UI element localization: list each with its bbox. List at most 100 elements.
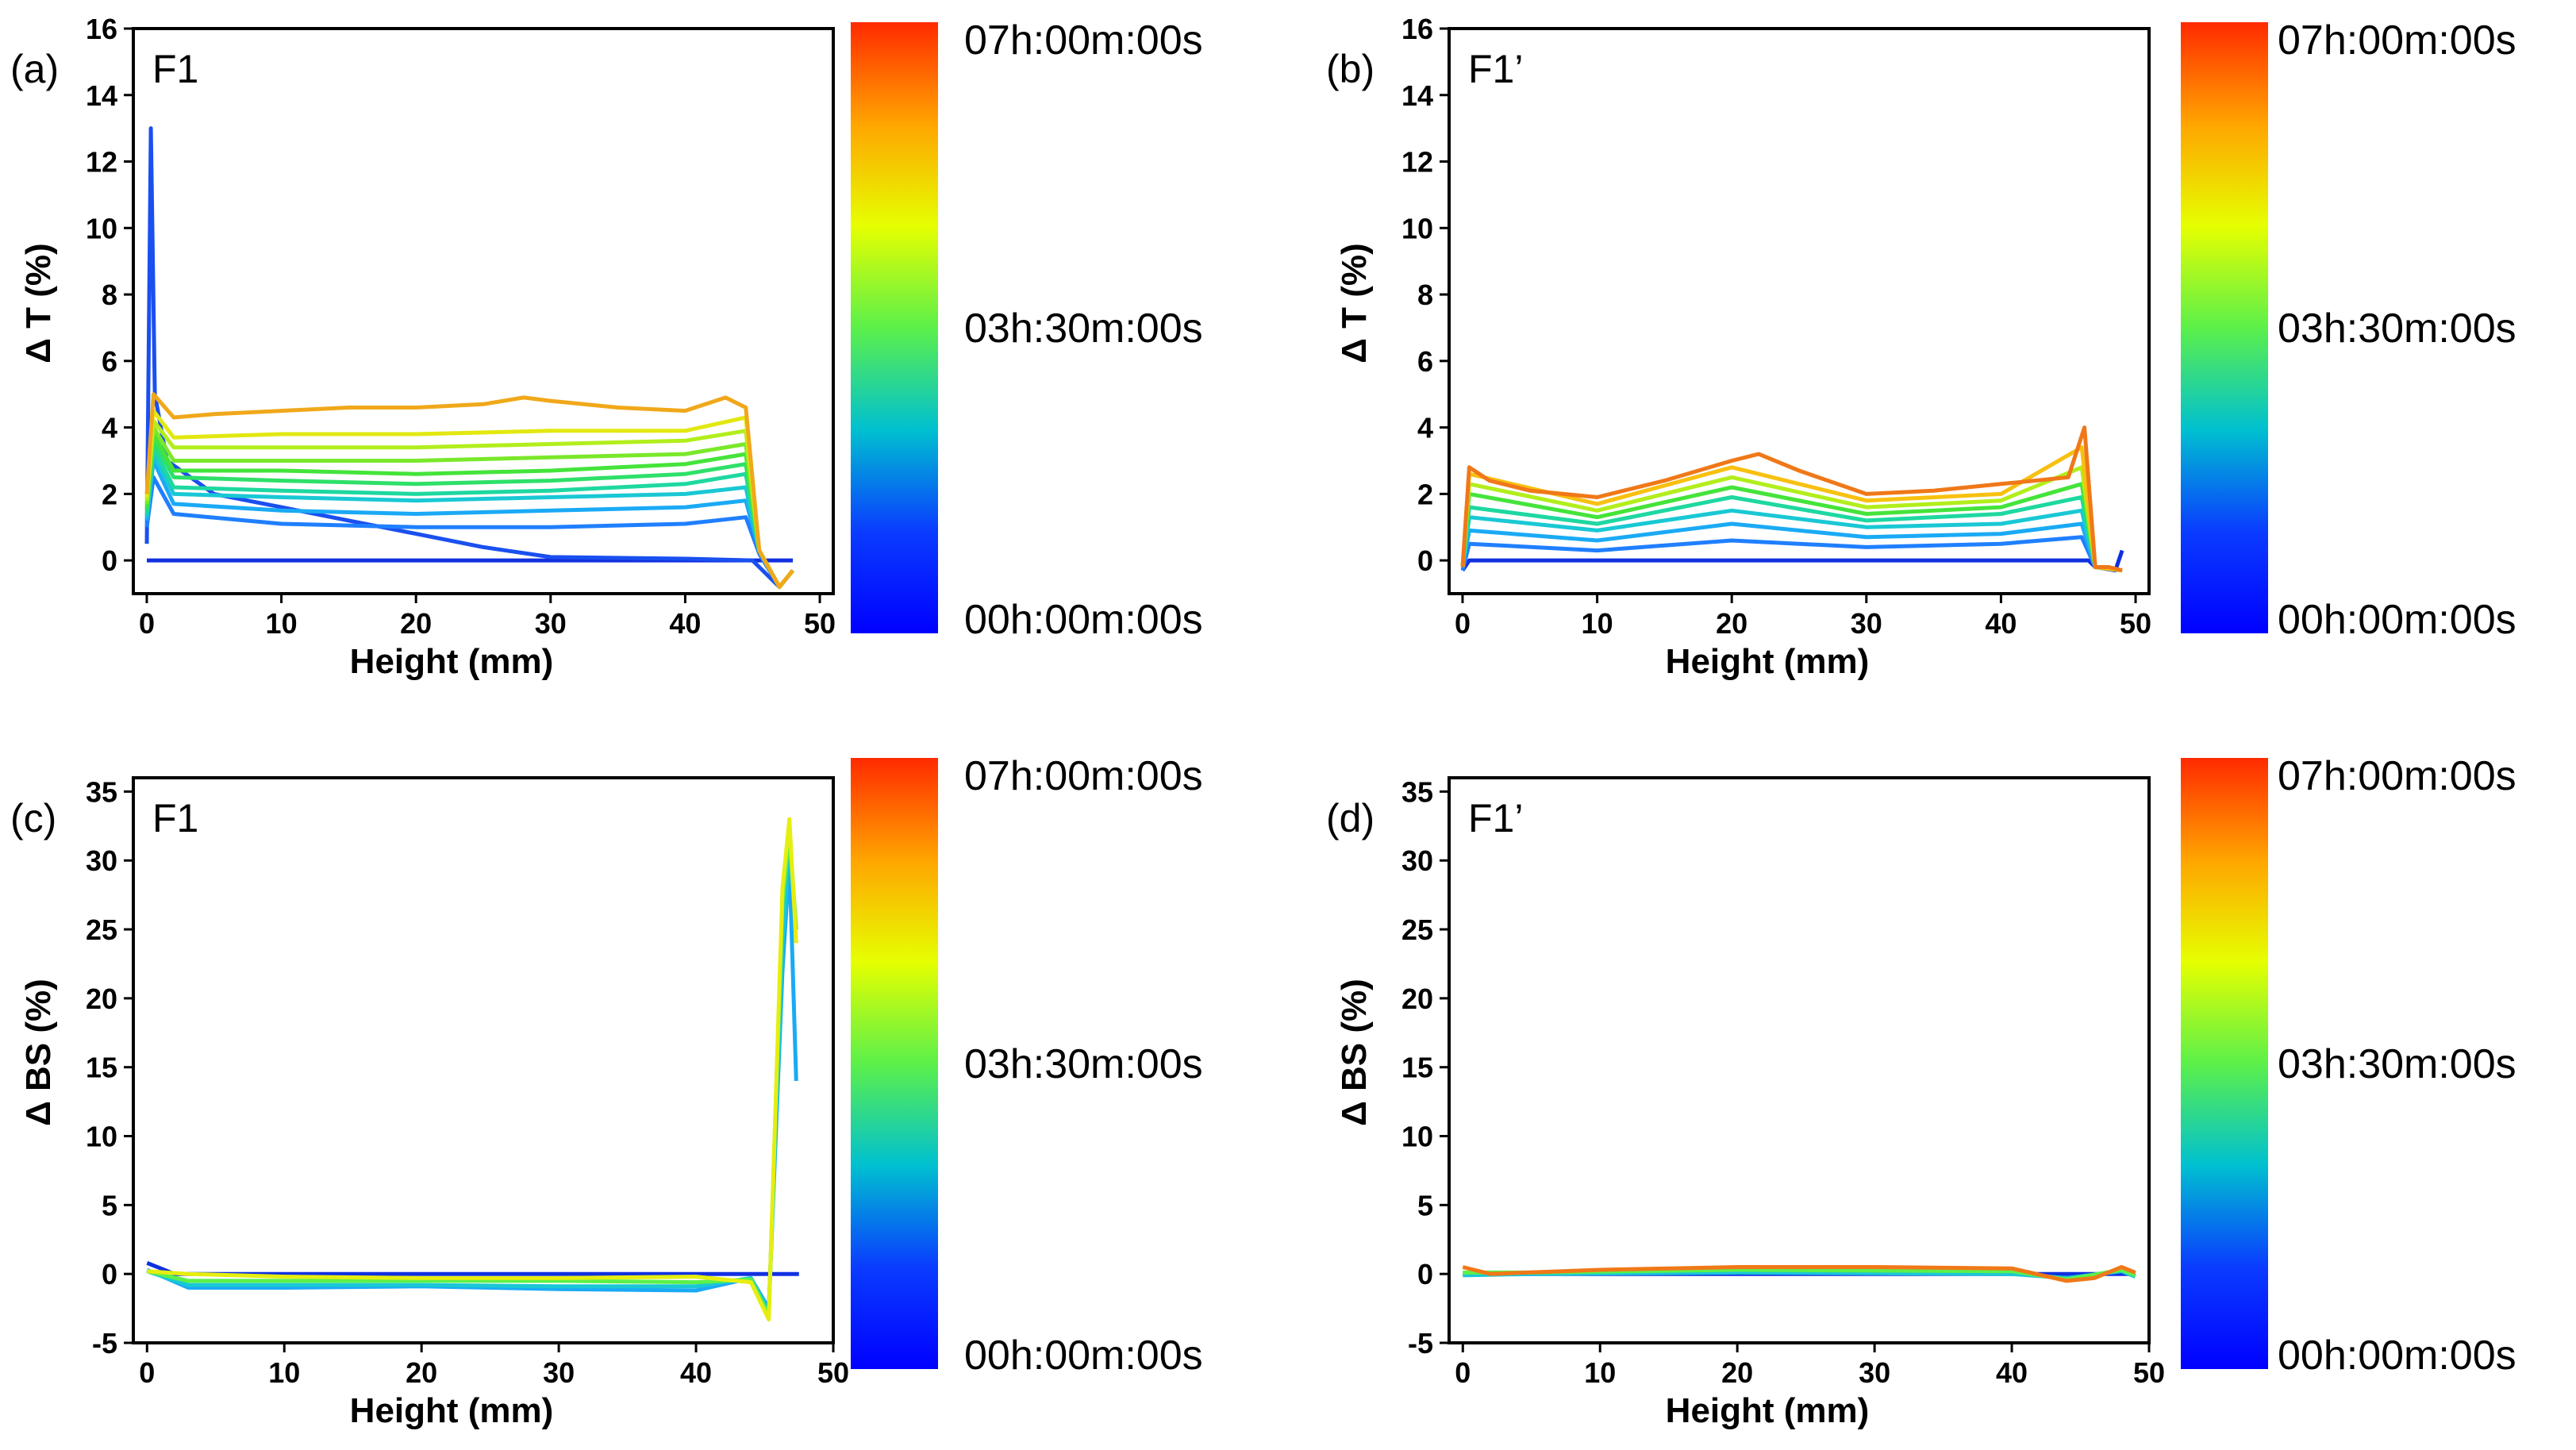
y-tick-label: 10 — [86, 212, 117, 244]
y-tick-label: 15 — [86, 1052, 117, 1084]
x-tick-label: 30 — [1851, 607, 1882, 640]
plot-frame — [1448, 27, 2151, 595]
x-tick-label: 10 — [268, 1356, 300, 1389]
plot-frame — [132, 776, 835, 1344]
y-tick-label: 8 — [102, 279, 117, 311]
colorbar — [2181, 22, 2268, 633]
y-tick-label: 16 — [1401, 13, 1433, 45]
colorbar-top-label: 07h:00m:00s — [2278, 17, 2516, 63]
y-tick-label: 30 — [1401, 844, 1433, 877]
y-tick-label: 25 — [86, 913, 117, 946]
y-tick-label: 5 — [1417, 1189, 1433, 1221]
y-axis-label: Δ T (%) — [1335, 243, 1374, 363]
series-label: F1 — [152, 47, 198, 91]
series-line-2 — [144, 126, 795, 590]
y-axis-label: Δ BS (%) — [1335, 979, 1374, 1126]
series-group — [146, 817, 799, 1321]
y-tick-label: 4 — [1417, 412, 1433, 444]
series-line-12 — [144, 392, 795, 590]
series-label: F1’ — [1468, 47, 1523, 91]
y-tick-label: 10 — [1401, 212, 1433, 244]
panel-letter: (a) — [10, 47, 59, 91]
x-tick-label: 40 — [1996, 1356, 2028, 1389]
y-tick-label: 6 — [1417, 345, 1433, 378]
chart-panel-1: 0 10 20 30 40 50 0 2 4 6 8 10 12 14 16 Height (mm) Δ T (… — [10, 13, 1203, 681]
x-tick-label: 50 — [2133, 1356, 2165, 1389]
series-group — [144, 126, 795, 590]
x-tick-label: 20 — [400, 607, 432, 640]
panel-letter: (c) — [10, 796, 56, 840]
y-tick-label: 14 — [1401, 79, 1433, 112]
series-line-4 — [1462, 1265, 2136, 1283]
colorbar-middle-label: 03h:30m:00s — [964, 306, 1203, 352]
colorbar-middle-label: 03h:30m:00s — [964, 1041, 1203, 1087]
y-tick-label: 0 — [102, 544, 117, 577]
y-tick-label: 8 — [1417, 279, 1433, 311]
panel-letter: (b) — [1326, 47, 1375, 91]
y-tick-label: 2 — [102, 478, 117, 510]
x-tick-label: 30 — [535, 607, 567, 640]
series-line-2 — [1460, 535, 2123, 573]
colorbar-bottom-label: 00h:00m:00s — [2278, 597, 2516, 643]
chart-panel-3: 0 10 20 30 40 50 -5 0 5 10 15 20 25 30 35 Height (mm) Δ … — [10, 753, 1203, 1430]
colorbar-middle-label: 03h:30m:00s — [2278, 306, 2516, 352]
series-line-3 — [146, 844, 798, 1315]
colorbar — [851, 758, 938, 1369]
y-tick-label: 2 — [1417, 478, 1433, 510]
x-tick-label: 20 — [1716, 607, 1747, 640]
series-group — [1460, 425, 2124, 573]
y-tick-label: 20 — [86, 983, 117, 1015]
x-tick-label: 30 — [1859, 1356, 1890, 1389]
colorbar-middle-label: 03h:30m:00s — [2278, 1041, 2516, 1087]
y-tick-label: 35 — [1401, 775, 1433, 808]
y-tick-label: 0 — [1417, 544, 1433, 577]
x-axis-label: Height (mm) — [1666, 642, 1870, 681]
series-label: F1’ — [1468, 796, 1523, 840]
series-line-6 — [144, 445, 795, 590]
y-tick-label: 12 — [1401, 146, 1433, 179]
y-tick-label: 6 — [102, 345, 117, 378]
x-tick-label: 20 — [1721, 1356, 1753, 1389]
colorbar-top-label: 07h:00m:00s — [964, 17, 1203, 63]
x-tick-label: 20 — [406, 1356, 437, 1389]
x-tick-label: 50 — [2120, 607, 2151, 640]
y-tick-label: 15 — [1401, 1052, 1433, 1084]
colorbar — [851, 22, 938, 633]
x-tick-label: 40 — [1985, 607, 2017, 640]
panel-letter: (d) — [1326, 796, 1375, 840]
x-tick-label: 10 — [1582, 607, 1613, 640]
y-tick-label: 0 — [1417, 1258, 1433, 1290]
x-axis-label: Height (mm) — [350, 1391, 554, 1430]
x-tick-label: 10 — [266, 607, 298, 640]
x-tick-label: 0 — [139, 607, 155, 640]
series-line-5 — [147, 817, 798, 1321]
y-tick-label: -5 — [92, 1327, 117, 1360]
y-tick-label: 25 — [1401, 913, 1433, 946]
colorbar-top-label: 07h:00m:00s — [964, 753, 1203, 799]
x-tick-label: 0 — [139, 1356, 155, 1389]
y-tick-label: 0 — [102, 1258, 117, 1290]
series-line-8 — [144, 432, 795, 590]
x-tick-label: 50 — [817, 1356, 849, 1389]
y-tick-label: 14 — [86, 79, 117, 112]
x-tick-label: 10 — [1584, 1356, 1616, 1389]
plot-frame — [132, 27, 835, 595]
x-tick-label: 50 — [804, 607, 836, 640]
y-tick-label: 30 — [86, 844, 117, 877]
y-tick-label: 20 — [1401, 983, 1433, 1015]
x-tick-label: 0 — [1455, 607, 1471, 640]
y-tick-label: 35 — [86, 775, 117, 808]
series-line-1 — [146, 1260, 799, 1276]
x-axis-label: Height (mm) — [1666, 1391, 1870, 1430]
series-line-9 — [1460, 425, 2123, 573]
colorbar-bottom-label: 00h:00m:00s — [964, 1333, 1203, 1379]
chart-panel-2: 0 10 20 30 40 50 0 2 4 6 8 10 12 14 16 Height (mm) Δ T (… — [1326, 13, 2516, 681]
y-axis-label: Δ BS (%) — [19, 979, 58, 1126]
y-tick-label: -5 — [1408, 1327, 1433, 1360]
y-tick-label: 10 — [86, 1121, 117, 1153]
colorbar-bottom-label: 00h:00m:00s — [2278, 1333, 2516, 1379]
x-tick-label: 40 — [680, 1356, 712, 1389]
colorbar — [2181, 758, 2268, 1369]
series-line-1 — [1460, 549, 2124, 573]
